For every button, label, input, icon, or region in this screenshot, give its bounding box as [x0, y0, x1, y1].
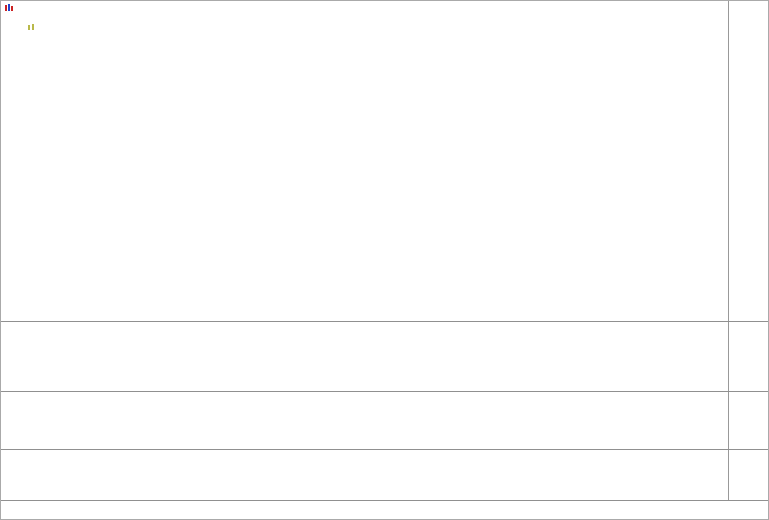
watermark-logo-icon — [28, 24, 34, 30]
macd-canvas[interactable] — [1, 392, 728, 449]
panel-rsi[interactable] — [1, 450, 728, 500]
main-price-chart — [1, 1, 728, 323]
watermark — [27, 23, 39, 32]
panel-separator[interactable] — [1, 321, 768, 322]
panel-separator — [1, 500, 768, 501]
stochastics-canvas[interactable] — [1, 322, 728, 391]
panel-separator[interactable] — [1, 449, 768, 450]
rsi-canvas[interactable] — [1, 450, 728, 500]
candlestick-chart-icon — [4, 3, 14, 13]
price-chart-canvas[interactable] — [1, 1, 728, 323]
panel-stochastics[interactable] — [1, 322, 728, 391]
time-axis — [1, 501, 768, 519]
value-axis-strip[interactable] — [728, 1, 768, 501]
chart-title-bar — [1, 1, 728, 15]
panel-separator[interactable] — [1, 391, 768, 392]
panel-macd[interactable] — [1, 392, 728, 449]
